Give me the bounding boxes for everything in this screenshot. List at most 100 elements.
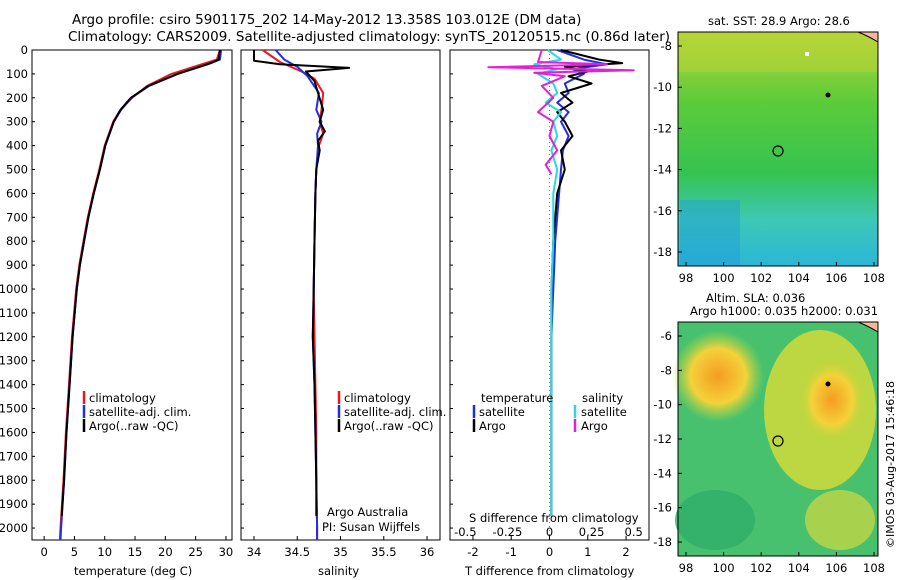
legend-argo: Argo(..raw -QC) (89, 419, 179, 433)
legend-sal-satellite: satellite (581, 405, 627, 419)
temperature-series (58, 49, 223, 541)
sst-cool-patch (680, 200, 740, 266)
x-tick-label: 35.5 (371, 545, 397, 559)
legend-salinity-heading: salinity (582, 391, 623, 405)
series-line-salinity-satellite (533, 49, 562, 517)
x-tick-label: -1 (505, 545, 516, 559)
depth-tick-label: 0 (21, 43, 28, 57)
legend-sal-argo: Argo (581, 419, 608, 433)
series-line-argo-raw-qc- (60, 49, 221, 517)
x-tick-label: 34 (247, 545, 262, 559)
x-top-tick-label: 0.5 (625, 525, 643, 539)
depth-tick-label: 900 (6, 258, 28, 272)
sla-latitude-axis: -6 -8 -10 -12 -14 -16 -18 (653, 329, 682, 549)
x-top-tick-label: -0.25 (493, 525, 523, 539)
depth-tick-label: 1600 (0, 425, 28, 439)
difference-series (487, 49, 635, 540)
x-tick-label: 0 (546, 545, 553, 559)
salinity-plot-frame (240, 49, 441, 541)
depth-tick-label: 1400 (0, 378, 28, 392)
salinity-x-axis: 34 34.5 35 35.5 36 (247, 536, 435, 559)
x-tick-label: 34.5 (284, 545, 310, 559)
longitude-tick-label: 106 (825, 561, 847, 575)
latitude-tick-label: -16 (653, 204, 672, 218)
depth-tick-label: 400 (6, 139, 28, 153)
legend-climatology: climatology (344, 391, 411, 405)
x-tick-label: 2 (622, 545, 629, 559)
depth-tick-label: 700 (6, 210, 28, 224)
longitude-tick-label: 102 (750, 271, 772, 285)
x-tick-label: 36 (420, 545, 435, 559)
depth-tick-label: 300 (6, 115, 28, 129)
profile-title: Argo profile: csiro 5901175_202 14-May-2… (72, 12, 582, 28)
longitude-tick-label: 104 (788, 271, 810, 285)
latitude-tick-label: -14 (653, 163, 672, 177)
x-tick-label: 25 (188, 545, 203, 559)
depth-tick-label: 100 (6, 67, 28, 81)
salinity-series (253, 49, 351, 540)
latitude-tick-label: -12 (653, 432, 672, 446)
longitude-tick-label: 98 (679, 561, 694, 575)
sla-map-title-1: Altim. SLA: 0.036 (706, 291, 806, 305)
x-tick-label: -2 (467, 545, 478, 559)
latitude-tick-label: -12 (653, 121, 672, 135)
longitude-tick-label: 106 (825, 271, 847, 285)
depth-tick-label: 1000 (0, 282, 28, 296)
salinity-legend: climatology satellite-adj. clim. Argo(..… (337, 391, 446, 433)
temperature-x-axis: 0 5 10 15 20 25 30 (40, 536, 233, 559)
imos-credit: ©IMOS 03-Aug-2017 15:46:18 (884, 381, 897, 548)
x-tick-label: 30 (219, 545, 234, 559)
latitude-tick-label: -18 (653, 245, 672, 259)
legend-satellite: satellite-adj. clim. (89, 405, 191, 419)
series-line-salinity-argo (487, 49, 635, 175)
x-tick-label: 5 (71, 545, 78, 559)
sst-map-title: sat. SST: 28.9 Argo: 28.6 (708, 14, 850, 28)
depth-tick-label: 1500 (0, 402, 28, 416)
depth-tick-label: 1700 (0, 449, 28, 463)
sla-low-south (675, 490, 755, 550)
latitude-tick-label: -10 (653, 80, 672, 94)
salinity-axis-label: salinity (318, 564, 359, 578)
longitude-tick-label: 108 (863, 561, 885, 575)
sla-longitude-axis: 98 100 102 104 106 108 (679, 552, 885, 575)
longitude-tick-label: 98 (679, 271, 694, 285)
longitude-tick-label: 108 (863, 271, 885, 285)
legend-temp-satellite: satellite (479, 405, 525, 419)
depth-tick-label: 1300 (0, 354, 28, 368)
sst-map (677, 31, 879, 267)
float-track-marker (825, 381, 831, 387)
s-difference-label: S difference from climatology (469, 511, 639, 525)
latitude-tick-label: -8 (661, 39, 672, 53)
latitude-tick-label: -18 (653, 535, 672, 549)
depth-tick-label: 2000 (0, 521, 28, 535)
x-top-tick-label: -0.5 (454, 525, 476, 539)
longitude-tick-label: 104 (788, 561, 810, 575)
float-track-marker (825, 92, 831, 98)
legend-temp-argo: Argo (479, 419, 506, 433)
climatology-title: Climatology: CARS2009. Satellite-adjuste… (68, 29, 671, 45)
x-top-tick-label: 0.25 (579, 525, 605, 539)
x-tick-label: 10 (97, 545, 112, 559)
difference-x-axis: -2 -1 0 1 2 -0.5 -0.25 0 0.25 0.5 (454, 525, 643, 559)
longitude-tick-label: 100 (713, 561, 735, 575)
sla-anomaly-east (798, 358, 866, 442)
argo-position-marker (772, 145, 784, 157)
sla-map (672, 321, 879, 557)
depth-tick-label: 600 (6, 186, 28, 200)
depth-tick-label: 200 (6, 91, 28, 105)
latitude-tick-label: -10 (653, 398, 672, 412)
longitude-tick-label: 100 (713, 271, 735, 285)
sst-warm-band (678, 32, 878, 72)
depth-tick-label: 1900 (0, 497, 28, 511)
temperature-plot-frame (31, 49, 233, 541)
x-tick-label: 35 (333, 545, 348, 559)
legend-climatology: climatology (89, 391, 156, 405)
depth-tick-label: 1800 (0, 473, 28, 487)
temperature-axis-label: temperature (deg C) (74, 564, 192, 578)
depth-tick-label: 500 (6, 163, 28, 177)
latitude-tick-label: -16 (653, 501, 672, 515)
t-difference-label: T difference from climatology (464, 564, 635, 578)
latitude-tick-label: -8 (661, 363, 672, 377)
temperature-legend: climatology satellite-adj. clim. Argo(..… (82, 391, 191, 433)
